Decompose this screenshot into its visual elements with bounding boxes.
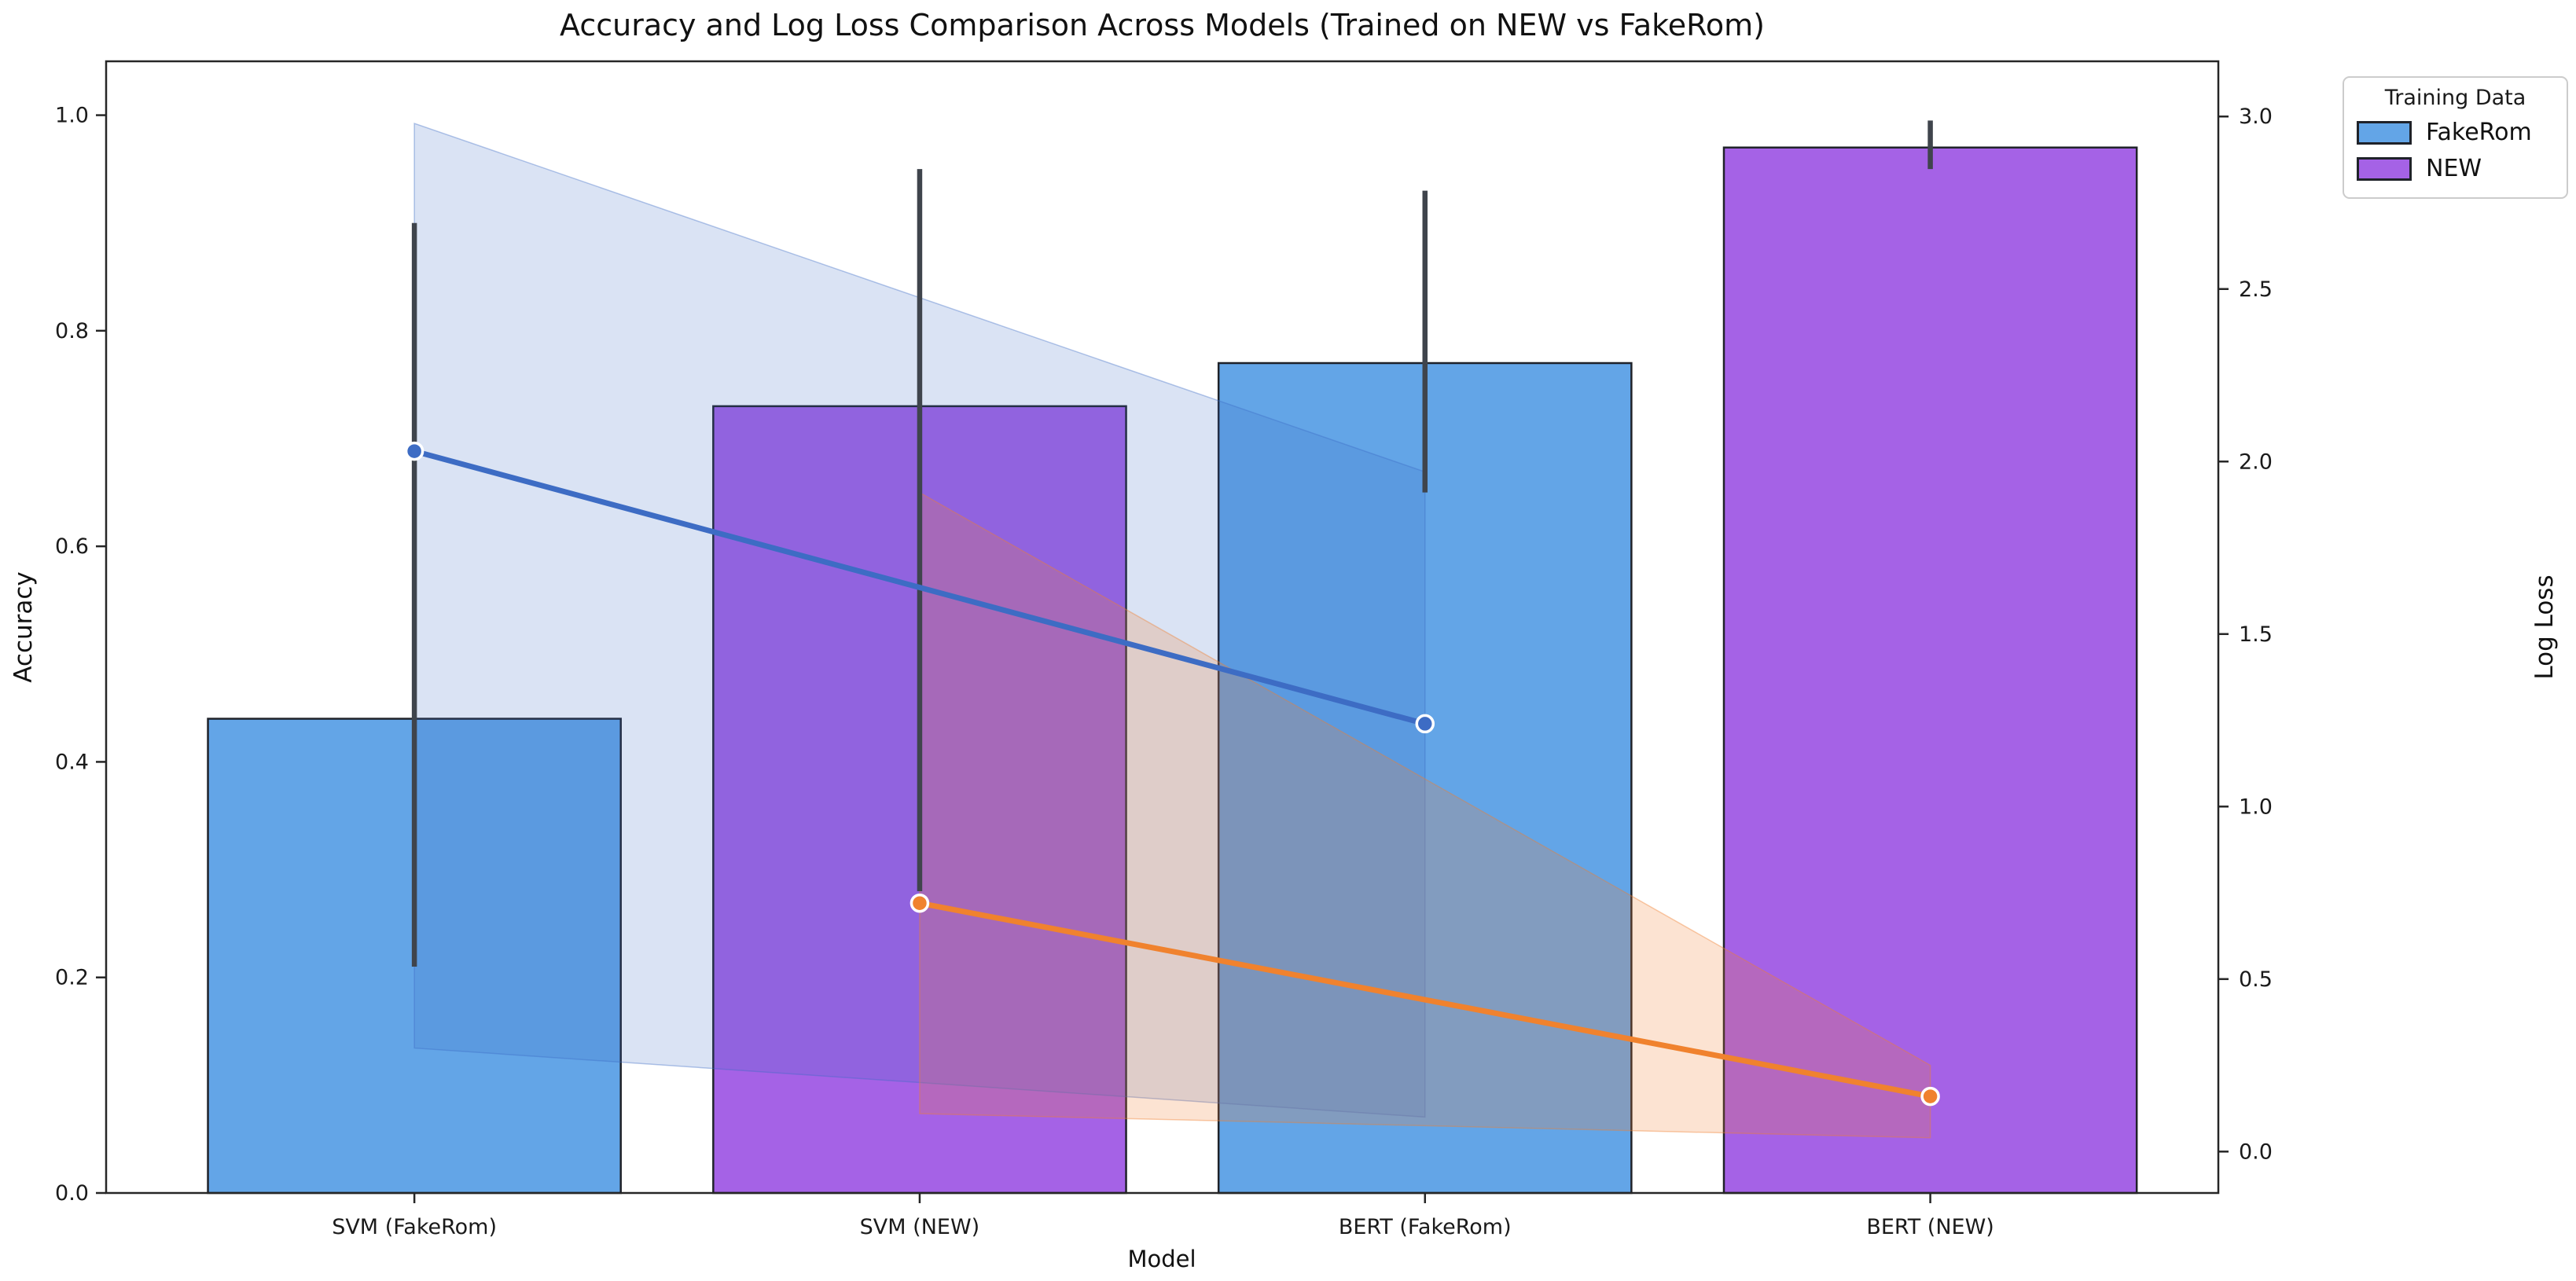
x-tick-label-bert-new: BERT (NEW) [1866,1215,1994,1239]
left-tick-label-0.2: 0.2 [55,966,89,990]
left-tick-label-1.0: 1.0 [55,104,89,128]
legend-swatch-new [2357,156,2412,181]
legend: Training Data FakeRom NEW [2343,76,2568,199]
axes-spines [105,60,2220,1195]
left-tick-label-0.8: 0.8 [55,319,89,343]
legend-label: NEW [2426,155,2482,182]
left-tick-label-0.4: 0.4 [55,750,89,774]
x-tick-label-svm-fakerom: SVM (FakeRom) [332,1215,497,1239]
marker-log-loss-trained-on-fakerom-x2 [1415,714,1435,734]
right-tick-label-2.5: 2.5 [2239,277,2273,302]
right-tick-label-3.0: 3.0 [2239,105,2273,129]
bar-bert-new [1722,146,2138,1195]
left-tick-label-0.6: 0.6 [55,534,89,559]
marker-log-loss-trained-on-new-x3 [1920,1086,1940,1107]
x-tick-label-svm-new: SVM (NEW) [860,1215,980,1239]
right-tick-label-2.0: 2.0 [2239,450,2273,474]
bar-bert-fakerom [1217,362,1633,1195]
legend-label: FakeRom [2426,119,2532,146]
left-tick-label-0.0: 0.0 [55,1181,89,1206]
marker-log-loss-trained-on-new-x1 [910,893,930,913]
legend-rows: FakeRom NEW [2344,119,2567,182]
legend-item-new: NEW [2357,155,2567,182]
legend-swatch-fakerom [2357,120,2412,145]
x-axis-label: Model [1127,1246,1196,1272]
right-tick-label-1.5: 1.5 [2239,622,2273,647]
line-log-loss-trained-on-fakerom [411,448,1428,727]
line-log-loss-trained-on-new [917,900,1934,1099]
x-tick-label-bert-fakerom: BERT (FakeRom) [1339,1215,1512,1239]
right-tick-label-1.0: 1.0 [2239,795,2273,819]
legend-item-fakerom: FakeRom [2357,119,2567,146]
marker-log-loss-trained-on-fakerom-x0 [404,441,424,461]
left-axis-label: Accuracy [9,571,38,683]
right-axis-label: Log Loss [2530,574,2559,679]
plot-layers: 0.0 0.2 0.4 0.6 0.8 1.0 0.0 0.5 1.0 1.5 2.0 2.5 3.0 S… [55,60,2273,1239]
right-tick-label-0.5: 0.5 [2239,967,2273,992]
right-tick-label-0.0: 0.0 [2239,1140,2273,1164]
legend-title: Training Data [2384,86,2526,110]
chart-title: Accuracy and Log Loss Comparison Across … [560,8,1765,42]
